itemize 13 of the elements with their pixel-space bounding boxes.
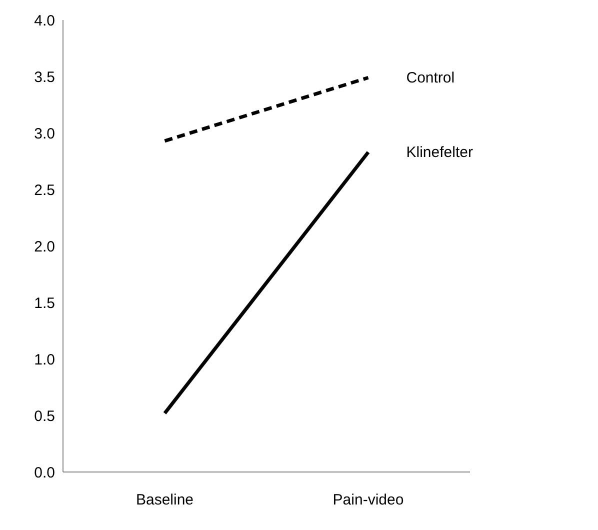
y-tick-label: 2.0	[34, 238, 55, 256]
y-tick-label: 3.5	[34, 68, 55, 86]
y-tick-label: 1.0	[34, 351, 55, 368]
text: Klinefelter	[406, 144, 473, 162]
y-tick-label: 4.0	[34, 12, 55, 30]
y-tick-label: 2.5	[34, 182, 55, 199]
y-tick-label: 1.5	[34, 294, 55, 312]
y-tick-label: 0.5	[34, 408, 55, 425]
y-tick-label: 0.0	[34, 464, 55, 482]
y-tick-label: 3.0	[34, 125, 55, 142]
x-tick-label: Baseline	[136, 492, 194, 509]
x-tick-label: Pain-video	[332, 492, 404, 509]
text: Control	[406, 70, 455, 87]
